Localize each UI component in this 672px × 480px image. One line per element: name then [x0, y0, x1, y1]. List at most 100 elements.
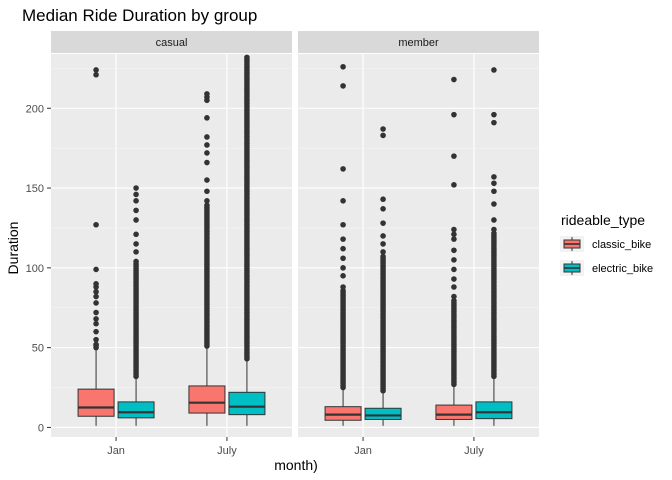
outlier-point — [491, 217, 497, 223]
outlier-point — [491, 188, 497, 195]
outlier-point — [93, 320, 99, 327]
outlier-point — [244, 54, 250, 61]
outlier-point — [451, 293, 457, 300]
x-tick-label: July — [217, 445, 237, 457]
outlier-point — [204, 188, 210, 195]
boxplots-casual — [77, 54, 266, 426]
legend-title: rideable_type — [561, 212, 645, 228]
box-iqr — [475, 401, 513, 420]
outlier-point — [451, 76, 457, 83]
facet-strip-casual — [51, 31, 292, 53]
outlier-point — [133, 217, 139, 223]
y-axis: 0 50 100 150 200 — [26, 103, 51, 434]
outlier-point — [204, 202, 210, 209]
outlier-point — [204, 142, 210, 148]
facet-strip-member — [298, 31, 539, 53]
outlier-point — [133, 249, 139, 255]
outlier-point — [380, 241, 386, 247]
outlier-point — [491, 111, 497, 118]
panel-background-member — [298, 54, 539, 437]
box-iqr — [324, 406, 362, 421]
outlier-point — [340, 255, 346, 262]
outlier-point — [93, 221, 99, 228]
outlier-point — [204, 150, 210, 156]
x-tick-label: Jan — [354, 445, 372, 457]
outlier-point — [204, 134, 210, 140]
facet-label-casual: casual — [156, 37, 188, 49]
outlier-point — [451, 276, 457, 282]
outlier-point — [340, 273, 346, 279]
outlier-point — [491, 174, 497, 180]
outlier-point — [133, 207, 139, 214]
outlier-point — [93, 281, 99, 287]
outlier-point — [93, 309, 99, 316]
outlier-point — [133, 241, 139, 247]
box-iqr — [188, 385, 226, 414]
outlier-point — [380, 132, 386, 139]
outlier-point — [93, 293, 99, 300]
outlier-point — [93, 336, 99, 343]
outlier-point — [451, 297, 457, 304]
outlier-point — [340, 236, 346, 242]
chart-title: Median Ride Duration by group — [22, 6, 257, 25]
y-tick-label: 50 — [32, 343, 44, 355]
outlier-point — [133, 258, 139, 265]
outlier-point — [204, 198, 210, 204]
outlier-point — [340, 83, 346, 89]
outlier-point — [380, 233, 386, 239]
outlier-point — [340, 221, 346, 228]
outlier-point — [491, 119, 497, 126]
boxplot-casual-jan-electric-bike — [117, 185, 155, 426]
box-iqr — [117, 401, 155, 419]
legend-label-electric-bike: electric_bike — [592, 263, 653, 275]
outlier-point — [133, 191, 139, 198]
outlier-point — [451, 111, 457, 118]
outlier-point — [340, 166, 346, 172]
outlier-point — [204, 159, 210, 166]
x-axis-title: month) — [274, 457, 318, 473]
x-tick-label: Jan — [107, 445, 125, 457]
y-axis-title: Duration — [5, 222, 21, 275]
outlier-point — [93, 67, 99, 73]
boxplot-member-july-classic-bike — [435, 76, 473, 426]
boxplot-member-july-electric-bike — [475, 67, 513, 426]
box-iqr — [77, 388, 115, 417]
outlier-point — [93, 71, 99, 78]
outlier-point — [451, 182, 457, 188]
outlier-point — [133, 198, 139, 204]
panel-background-casual — [51, 54, 292, 437]
outlier-point — [133, 185, 139, 191]
boxplot-casual-july-classic-bike — [188, 91, 226, 426]
outlier-point — [451, 153, 457, 159]
outlier-point — [380, 126, 386, 132]
outlier-point — [380, 205, 386, 212]
boxplot-member-jan-electric-bike — [364, 126, 402, 426]
legend-keys — [560, 236, 584, 276]
y-tick-label: 150 — [26, 183, 44, 195]
panel-member: member — [298, 31, 539, 437]
outlier-point — [93, 288, 99, 295]
outlier-point — [491, 201, 497, 207]
outlier-point — [491, 180, 497, 187]
gridlines-member — [298, 54, 539, 437]
outlier-point — [204, 91, 210, 97]
box-iqr — [435, 404, 473, 420]
outlier-point — [340, 265, 346, 271]
x-tick-label: July — [464, 445, 484, 457]
boxplot-casual-jan-classic-bike — [77, 67, 115, 426]
outlier-point — [451, 284, 457, 290]
outlier-point — [451, 231, 457, 238]
outlier-point — [93, 316, 99, 322]
outlier-point — [491, 226, 497, 233]
outlier-point — [133, 231, 139, 238]
outlier-point — [340, 63, 346, 70]
outlier-point — [451, 257, 457, 263]
legend-label-classic-bike: classic_bike — [592, 239, 651, 251]
outlier-point — [380, 253, 386, 260]
outlier-point — [380, 249, 386, 255]
y-tick-label: 100 — [26, 263, 44, 275]
box-iqr — [364, 407, 402, 420]
outlier-point — [340, 198, 346, 204]
outlier-point — [380, 220, 386, 226]
